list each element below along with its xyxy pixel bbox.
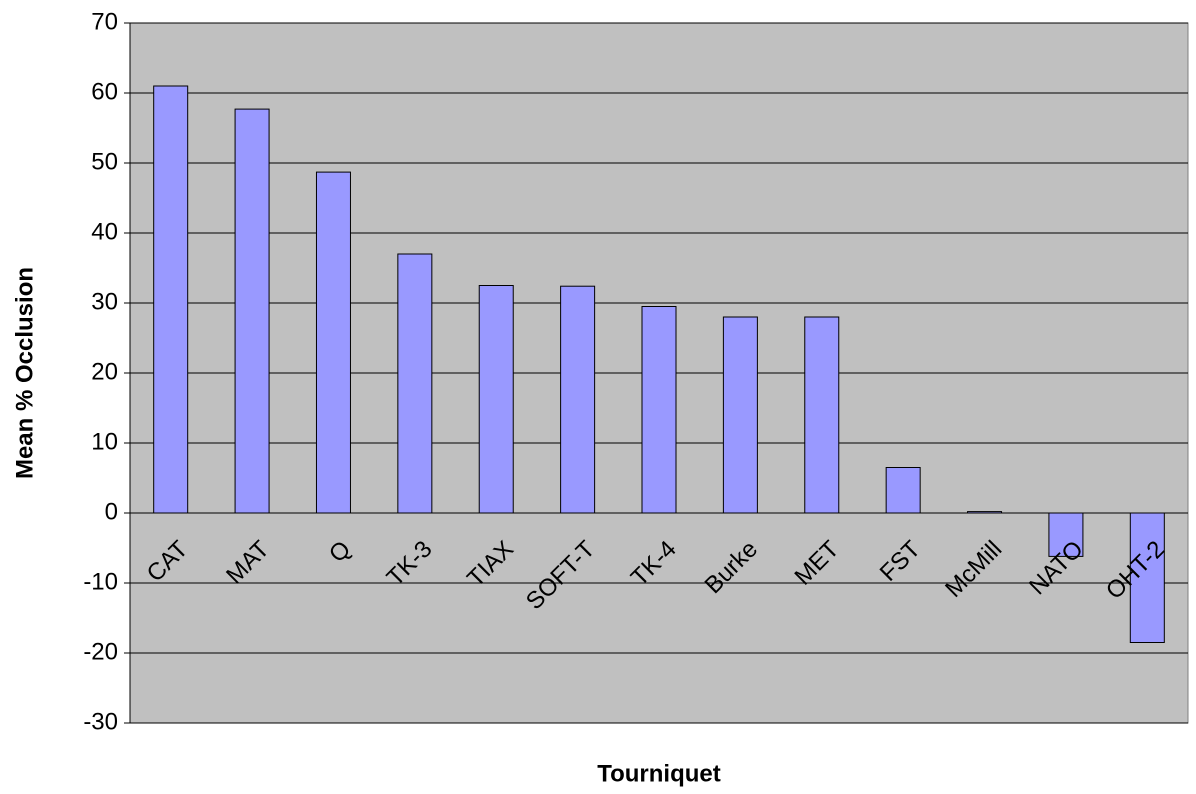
- bar: [804, 316, 840, 514]
- y-tick-label: -10: [83, 568, 118, 595]
- y-tick-label: 70: [91, 8, 118, 35]
- y-tick-label: 30: [91, 288, 118, 315]
- bar: [478, 285, 514, 514]
- bar: [315, 171, 351, 514]
- bar: [234, 108, 270, 514]
- y-tick-label: 10: [91, 428, 118, 455]
- bar: [560, 285, 596, 514]
- bar: [722, 316, 758, 514]
- y-tick-label: 50: [91, 148, 118, 175]
- bar: [153, 85, 189, 514]
- y-tick-label: 40: [91, 218, 118, 245]
- y-tick-label: 20: [91, 358, 118, 385]
- bar: [397, 253, 433, 514]
- y-tick-label: 0: [105, 498, 118, 525]
- bar: [885, 467, 921, 514]
- y-tick-label: -30: [83, 708, 118, 735]
- bar: [1129, 512, 1165, 643]
- bar: [967, 511, 1003, 514]
- y-axis-title: Mean % Occlusion: [11, 267, 38, 479]
- bar: [1048, 512, 1084, 557]
- bar: [641, 306, 677, 514]
- y-tick-label: 60: [91, 78, 118, 105]
- y-tick-label: -20: [83, 638, 118, 665]
- x-axis-title: Tourniquet: [597, 760, 721, 787]
